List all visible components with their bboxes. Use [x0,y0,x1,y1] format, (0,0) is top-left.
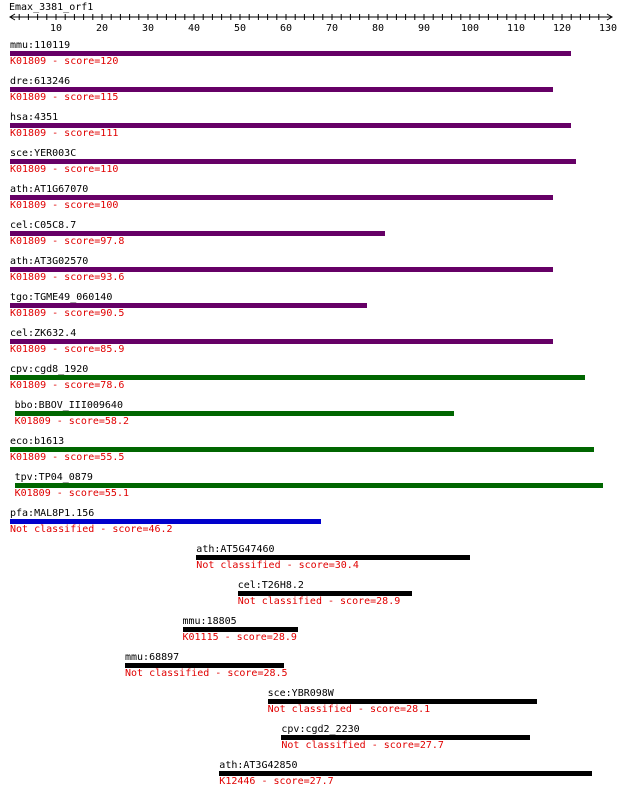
hit-bar[interactable] [14,483,604,488]
axis-tick-label: 10 [50,23,62,34]
hit-bar[interactable] [10,231,385,236]
hit-score[interactable]: Not classified - score=28.5 [125,668,288,679]
hit-bar[interactable] [10,87,553,92]
axis-arrow-right [606,13,613,21]
hit-score[interactable]: K01809 - score=58.2 [14,416,129,427]
hit-bar[interactable] [237,591,413,596]
hit-bar[interactable] [281,735,530,740]
axis-tick-label: 60 [280,23,292,34]
hit-score[interactable]: Not classified - score=30.4 [196,560,359,571]
hit-score[interactable]: K01809 - score=115 [10,92,119,103]
hit-score[interactable]: K01809 - score=111 [10,128,119,139]
hit-bar[interactable] [10,195,553,200]
hit-score[interactable]: K01809 - score=78.6 [10,380,125,391]
hit-name[interactable]: ath:AT3G42850 [219,760,298,771]
hit-bar[interactable] [14,411,454,416]
hit-bar[interactable] [267,699,537,704]
hit-bar[interactable] [125,663,284,668]
query-title: Emax_3381_orf1 [9,2,94,13]
axis-tick-label: 40 [188,23,200,34]
hit-score[interactable]: K12446 - score=27.7 [219,776,334,787]
hit-name[interactable]: sce:YER003C [10,148,77,159]
hit-bar[interactable] [182,627,298,632]
axis-tick-label: 50 [234,23,246,34]
axis-tick-label: 90 [418,23,430,34]
hit-score[interactable]: K01809 - score=55.1 [14,488,129,499]
hit-score[interactable]: Not classified - score=27.7 [281,740,444,751]
hit-name[interactable]: cel:T26H8.2 [237,580,304,591]
hit-name[interactable]: cpv:cgd8_1920 [10,364,89,375]
hit-bar[interactable] [196,555,470,560]
hit-score[interactable]: Not classified - score=28.1 [267,704,431,715]
hit-score[interactable]: K01809 - score=120 [10,56,119,67]
hit-name[interactable]: dre:613246 [10,76,71,87]
hit-score[interactable]: K01809 - score=97.8 [10,236,125,247]
hit-score[interactable]: K01809 - score=93.6 [10,272,125,283]
hit-name[interactable]: tgo:TGME49_060140 [10,292,113,303]
hit-bar[interactable] [10,375,585,380]
hit-bar[interactable] [10,51,572,56]
hit-bar[interactable] [10,519,321,524]
hit-bar[interactable] [10,159,576,164]
hit-name[interactable]: ath:AT3G02570 [10,256,89,267]
hit-name[interactable]: cel:ZK632.4 [10,328,77,339]
hit-name[interactable]: tpv:TP04_0879 [14,472,93,483]
hit-name[interactable]: sce:YBR098W [267,688,334,699]
hit-name[interactable]: hsa:4351 [10,112,59,123]
hit-name[interactable]: eco:b1613 [10,436,65,447]
axis-tick-label: 110 [507,23,525,34]
axis-tick-label: 130 [599,23,617,34]
hit-name[interactable]: mmu:18805 [182,616,237,627]
hit-score[interactable]: K01809 - score=55.5 [10,452,125,463]
axis-tick-label: 20 [96,23,108,34]
hit-name[interactable]: mmu:68897 [125,652,180,663]
hit-name[interactable]: ath:AT1G67070 [10,184,89,195]
hit-name[interactable]: bbo:BBOV_III009640 [14,400,123,411]
hit-score[interactable]: Not classified - score=46.2 [10,524,173,535]
hit-bar[interactable] [10,339,553,344]
hit-score[interactable]: K01809 - score=100 [10,200,119,211]
hit-bar[interactable] [10,447,595,452]
hit-bar[interactable] [10,267,553,272]
axis-tick-label: 70 [326,23,338,34]
hit-bar[interactable] [10,123,572,128]
hit-score[interactable]: K01809 - score=110 [10,164,119,175]
hit-score[interactable]: K01115 - score=28.9 [182,632,297,643]
axis-tick-label: 80 [372,23,384,34]
hit-name[interactable]: mmu:110119 [10,40,71,51]
hit-score[interactable]: K01809 - score=90.5 [10,308,125,319]
hit-name[interactable]: pfa:MAL8P1.156 [10,508,95,519]
hit-bar[interactable] [219,771,592,776]
hit-score[interactable]: K01809 - score=85.9 [10,344,125,355]
axis-tick-label: 120 [553,23,571,34]
hit-name[interactable]: cpv:cgd2_2230 [281,724,360,735]
axis-tick-label: 100 [461,23,479,34]
hit-name[interactable]: cel:C05C8.7 [10,220,77,231]
sequence-axis: 10 20 30 40 50 60 70 80 90 100 110 120 130 [9,13,617,34]
hit-bar[interactable] [10,303,367,308]
hit-name[interactable]: ath:AT5G47460 [196,544,275,555]
axis-arrow-left [9,13,16,21]
axis-tick-label: 30 [142,23,154,34]
hit-score[interactable]: Not classified - score=28.9 [237,596,401,607]
